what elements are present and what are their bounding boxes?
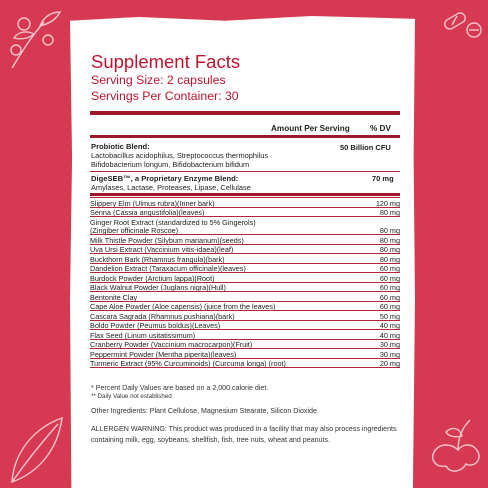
daily-value-not-established-note: ** Daily Value not established: [91, 393, 172, 400]
ingredient-row: Slippery Elm (Ulmus rubra)(Inner bark) 12…: [90, 197, 400, 208]
ingredient-name: Peppermint Powder (Mentha piperita)(leav…: [90, 349, 237, 359]
ingredient-name: Cascara Sagrada (Rhamnus pushiana)(bark): [90, 311, 235, 321]
ingredient-name: Burdock Powder (Arctium lappa)(Root): [90, 273, 215, 283]
column-header-divider: [90, 135, 400, 138]
ingredient-amount: 80 mg: [379, 254, 400, 264]
leaf-outline-icon: [4, 412, 66, 486]
enzyme-blend-desc: Amylases, Lactase, Proteases, Lipase, Ce…: [91, 183, 251, 192]
ingredient-name: Dandelion Extract (Taraxacum officinale)…: [90, 264, 246, 273]
ingredient-table: Slippery Elm (Ulmus rubra)(Inner bark) 12…: [90, 197, 400, 368]
ingredient-amount: 30 mg: [379, 340, 400, 349]
capsule-pills-icon: [440, 6, 484, 40]
probiotic-blend-name: Probiotic Blend:: [91, 142, 150, 151]
ingredient-row: Buckthorn Bark (Rhamnus frangula)(bark) 8…: [90, 253, 400, 264]
ingredient-name: Flax Seed (Linum usitatissimum): [90, 330, 196, 340]
ingredient-row: Peppermint Powder (Mentha piperita)(leav…: [90, 348, 400, 359]
enzyme-blend-amount: 70 mg: [372, 174, 394, 183]
serving-size: Serving Size: 2 capsules: [91, 73, 226, 87]
cranberry-branch-icon: [4, 4, 66, 74]
label-title: Supplement Facts: [91, 51, 241, 72]
ingredient-amount: 60 mg: [379, 292, 400, 302]
ingredient-row: Bentonite Clay 60 mg: [90, 291, 400, 302]
ingredient-row: Cape Aloe Powder (Aloe capensis) (juice …: [90, 300, 400, 311]
ingredient-row: Uva Ursi Extract (Vaccinium vitis-idaea)…: [90, 243, 400, 254]
ingredient-amount: 120 mg: [375, 198, 400, 208]
daily-value-footnote: * Percent Daily Values are based on a 2,…: [91, 384, 269, 392]
ingredient-name: Slippery Elm (Ulmus rubra)(Inner bark): [90, 198, 215, 208]
ingredient-name: Senna (Cassia angustifolia)(leaves): [90, 208, 205, 217]
ingredient-amount: 60 mg: [379, 302, 400, 311]
other-ingredients: Other Ingredients: Plant Cellulose, Magn…: [91, 407, 317, 415]
ingredient-amount: 40 mg: [379, 321, 400, 330]
ingredient-row: Flax Seed (Linum usitatissimum) 40 mg: [90, 329, 400, 340]
ingredients-divider: [90, 193, 400, 196]
ingredient-amount: 30 mg: [379, 349, 400, 359]
ingredient-amount: 80 mg: [379, 226, 400, 235]
ingredient-amount: 50 mg: [379, 311, 400, 321]
ingredient-row: Burdock Powder (Arctium lappa)(Root) 60 m…: [90, 272, 400, 283]
ingredient-amount: 40 mg: [379, 330, 400, 340]
ingredient-row: Ginger Root Extract (standardized to 5% …: [90, 216, 400, 235]
probiotic-blend-desc-2: Bifidobacterium longum, Bifidobacterium …: [91, 160, 250, 169]
amount-per-serving-header: Amount Per Serving: [271, 124, 350, 133]
ingredient-row: Milk Thistle Powder (Silybum marianum)(s…: [90, 234, 400, 245]
ingredient-row: Black Walnut Powder (Juglans nigra)(Hull…: [90, 281, 400, 292]
probiotic-blend-amount: 50 Billion CFU: [340, 143, 391, 152]
blend-divider: [90, 171, 400, 172]
ingredient-name: Milk Thistle Powder (Silybum marianum)(s…: [90, 235, 244, 245]
ingredient-amount: 60 mg: [379, 273, 400, 283]
probiotic-blend-desc-1: Lactobacillus acidophilus, Streptococcus…: [91, 151, 269, 160]
ingredient-row: Turmeric Extract (95% Curcuminoids) (Cur…: [90, 357, 400, 368]
ingredient-amount: 80 mg: [379, 245, 400, 254]
ingredient-name: Ginger Root Extract (standardized to 5% …: [90, 217, 256, 227]
ingredient-name: Uva Ursi Extract (Vaccinium vitis-idaea)…: [90, 245, 234, 254]
ingredient-amount: 20 mg: [379, 359, 400, 368]
servings-per-container: Servings Per Container: 30: [91, 89, 239, 103]
ingredient-name: Boldo Powder (Peumus boldus)(Leaves): [90, 321, 221, 330]
ingredient-name-line-2: (Zingiber officinale Roscoe): [90, 226, 179, 235]
enzyme-blend-name: DigeSEB™, a Proprietary Enzyme Blend:: [91, 174, 239, 183]
ingredient-name: Turmeric Extract (95% Curcuminoids) (Cur…: [90, 359, 286, 368]
allergen-warning: ALLERGEN WARNING: This product was produ…: [91, 425, 397, 444]
ingredient-amount: 80 mg: [379, 235, 400, 245]
ginger-root-icon: [428, 412, 486, 486]
ingredient-amount: 80 mg: [379, 208, 400, 217]
ingredient-row: Cascara Sagrada (Rhamnus pushiana)(bark)…: [90, 310, 400, 321]
ingredient-row: Dandelion Extract (Taraxacum officinale)…: [90, 262, 400, 273]
ingredient-name: Bentonite Clay: [90, 292, 138, 302]
ingredient-name: Cape Aloe Powder (Aloe capensis) (juice …: [90, 302, 276, 311]
ingredient-name: Buckthorn Bark (Rhamnus frangula)(bark): [90, 254, 225, 264]
ingredient-name: Cranberry Powder (Vaccinium macrocarpon)…: [90, 340, 253, 349]
ingredient-amount: 60 mg: [379, 264, 400, 273]
ingredient-row: Cranberry Powder (Vaccinium macrocarpon)…: [90, 338, 400, 349]
ingredient-row: Senna (Cassia angustifolia)(leaves) 80 mg: [90, 206, 400, 217]
header-divider: [90, 111, 400, 115]
ingredient-amount: 60 mg: [379, 283, 400, 292]
supplement-facts-label: Supplement Facts Serving Size: 2 capsule…: [70, 16, 415, 488]
daily-value-header: % DV: [370, 124, 391, 133]
ingredient-name: Black Walnut Powder (Juglans nigra)(Hull…: [90, 283, 226, 292]
ingredient-row: Boldo Powder (Peumus boldus)(Leaves) 40 m…: [90, 319, 400, 330]
